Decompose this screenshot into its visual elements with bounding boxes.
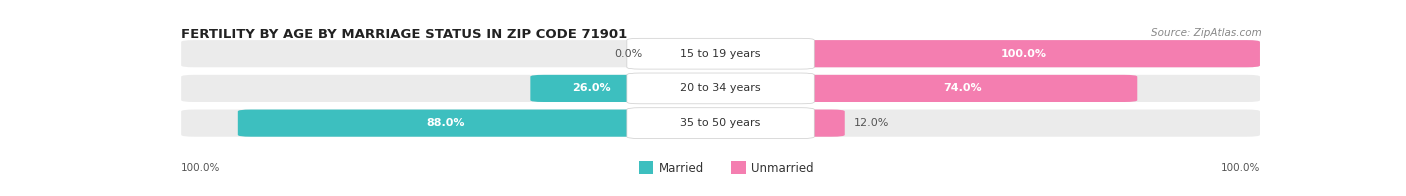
Text: Unmarried: Unmarried — [751, 162, 814, 175]
FancyBboxPatch shape — [627, 108, 814, 139]
Text: 20 to 34 years: 20 to 34 years — [681, 83, 761, 93]
Text: 88.0%: 88.0% — [426, 118, 464, 128]
Text: FERTILITY BY AGE BY MARRIAGE STATUS IN ZIP CODE 71901: FERTILITY BY AGE BY MARRIAGE STATUS IN Z… — [181, 28, 627, 41]
Text: Source: ZipAtlas.com: Source: ZipAtlas.com — [1152, 28, 1263, 38]
Text: 26.0%: 26.0% — [572, 83, 612, 93]
Text: 12.0%: 12.0% — [853, 118, 889, 128]
FancyBboxPatch shape — [775, 110, 845, 137]
FancyBboxPatch shape — [181, 110, 1260, 137]
Text: 74.0%: 74.0% — [943, 83, 981, 93]
Text: Married: Married — [658, 162, 704, 175]
FancyBboxPatch shape — [627, 73, 814, 104]
FancyBboxPatch shape — [627, 38, 814, 69]
Text: 100.0%: 100.0% — [181, 163, 221, 173]
FancyBboxPatch shape — [638, 161, 652, 176]
FancyBboxPatch shape — [181, 75, 1260, 102]
Text: 100.0%: 100.0% — [1220, 163, 1260, 173]
Text: 15 to 19 years: 15 to 19 years — [681, 49, 761, 59]
FancyBboxPatch shape — [775, 75, 1137, 102]
FancyBboxPatch shape — [181, 40, 1260, 67]
Text: 100.0%: 100.0% — [1001, 49, 1047, 59]
FancyBboxPatch shape — [775, 40, 1260, 67]
Text: 35 to 50 years: 35 to 50 years — [681, 118, 761, 128]
FancyBboxPatch shape — [530, 75, 666, 102]
Text: 0.0%: 0.0% — [614, 49, 643, 59]
FancyBboxPatch shape — [238, 110, 666, 137]
FancyBboxPatch shape — [731, 161, 745, 176]
